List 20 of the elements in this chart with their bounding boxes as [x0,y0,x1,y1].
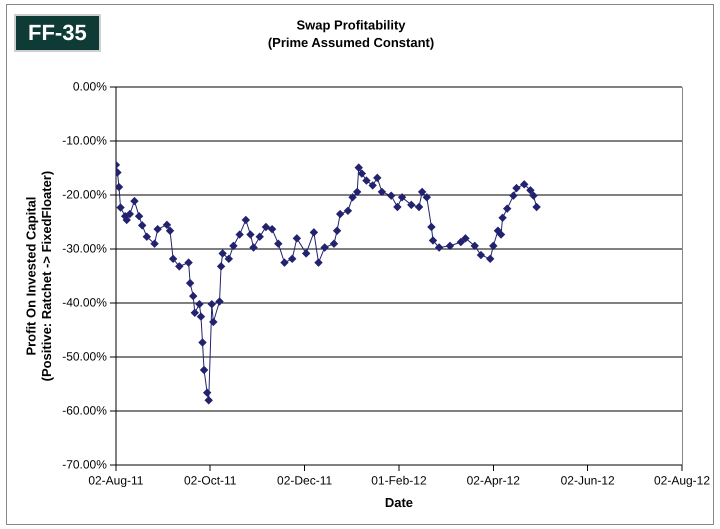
x-tick-label: 02-Apr-12 [466,474,520,488]
x-tick-label: 02-Oct-11 [184,474,237,488]
y-axis-title: Profit On Invested Capital (Positive: Ratchet -> FixedFloater) [23,170,54,382]
y-tick-label: -10.00% [62,133,108,148]
x-tick-label: 02-Jun-12 [560,474,615,488]
text: FF-35 [14,14,101,52]
x-tick-label: 01-Feb-12 [371,474,427,488]
y-tick-label: -30.00% [62,241,108,256]
y-tick-label: 0.00% [72,80,108,94]
y-tick-label: -50.00% [62,349,108,364]
x-tick-label: 02-Aug-12 [654,474,710,488]
y-tick-label: -20.00% [62,187,108,202]
chart-subtitle: (Prime Assumed Constant) [268,34,434,50]
chart-title: Swap Profitability [296,17,406,32]
y-tick-label: -70.00% [62,457,108,472]
y-tick-label: -40.00% [62,295,108,310]
x-tick-label: 02-Dec-11 [277,474,332,488]
x-axis-title: Date [384,494,414,510]
y-tick-label: -60.00% [62,403,108,418]
x-tick-label: 02-Aug-11 [88,474,144,488]
